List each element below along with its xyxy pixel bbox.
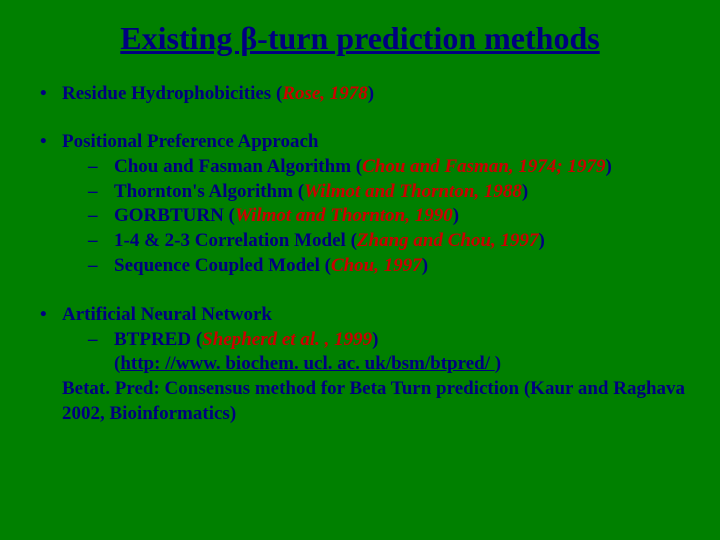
slide-title: Existing β-turn prediction methods	[30, 20, 690, 57]
url-line: (http: //www. biochem. ucl. ac. uk/bsm/b…	[62, 353, 690, 375]
sub-text: Thornton's Algorithm (	[114, 181, 304, 202]
bullet-item-positional: Positional Preference Approach Chou and …	[40, 131, 690, 278]
citation: Wilmot and Thornton, 1990	[235, 205, 453, 226]
citation: Chou, 1997	[331, 255, 422, 276]
sub-item: Thornton's Algorithm (Wilmot and Thornto…	[88, 180, 690, 205]
sub-text: BTPRED (	[114, 329, 202, 350]
bullet-item-ann: Artificial Neural Network BTPRED (Shephe…	[40, 304, 690, 426]
item-text: Artificial Neural Network	[62, 304, 272, 325]
bullet-item-hydrophobicities: Residue Hydrophobicities (Rose, 1978)	[40, 83, 690, 105]
sub-list: BTPRED (Shepherd et al. , 1999)	[62, 328, 690, 353]
sub-text-post: )	[605, 156, 611, 177]
sub-text-post: )	[372, 329, 378, 350]
sub-text: Chou and Fasman Algorithm (	[114, 156, 362, 177]
bullet-list: Residue Hydrophobicities (Rose, 1978) Po…	[30, 83, 690, 427]
url-post: )	[495, 353, 501, 374]
sub-list: Chou and Fasman Algorithm (Chou and Fasm…	[62, 155, 690, 278]
sub-text: GORBTURN (	[114, 205, 235, 226]
citation: Rose, 1978	[282, 83, 368, 104]
sub-text-post: )	[522, 181, 528, 202]
sub-text: Sequence Coupled Model (	[114, 255, 331, 276]
sub-item: Chou and Fasman Algorithm (Chou and Fasm…	[88, 155, 690, 180]
sub-text-post: )	[422, 255, 428, 276]
citation: Shepherd et al. , 1999	[202, 329, 372, 350]
item-text-post: )	[368, 83, 374, 104]
sub-item: Sequence Coupled Model (Chou, 1997)	[88, 254, 690, 279]
item-text: Positional Preference Approach	[62, 131, 318, 152]
citation: Chou and Fasman, 1974; 1979	[362, 156, 605, 177]
sub-text-post: )	[539, 230, 545, 251]
citation: Zhang and Chou, 1997	[357, 230, 539, 251]
sub-item: GORBTURN (Wilmot and Thornton, 1990)	[88, 204, 690, 229]
sub-text-post: )	[453, 205, 459, 226]
citation: Wilmot and Thornton, 1988	[304, 181, 522, 202]
url-text: http: //www. biochem. ucl. ac. uk/bsm/bt…	[120, 353, 494, 374]
sub-text: 1-4 & 2-3 Correlation Model (	[114, 230, 357, 251]
sub-item: BTPRED (Shepherd et al. , 1999)	[88, 328, 690, 353]
trailing-text: Betat. Pred: Consensus method for Beta T…	[62, 377, 690, 426]
sub-item: 1-4 & 2-3 Correlation Model (Zhang and C…	[88, 229, 690, 254]
item-text: Residue Hydrophobicities (	[62, 83, 282, 104]
